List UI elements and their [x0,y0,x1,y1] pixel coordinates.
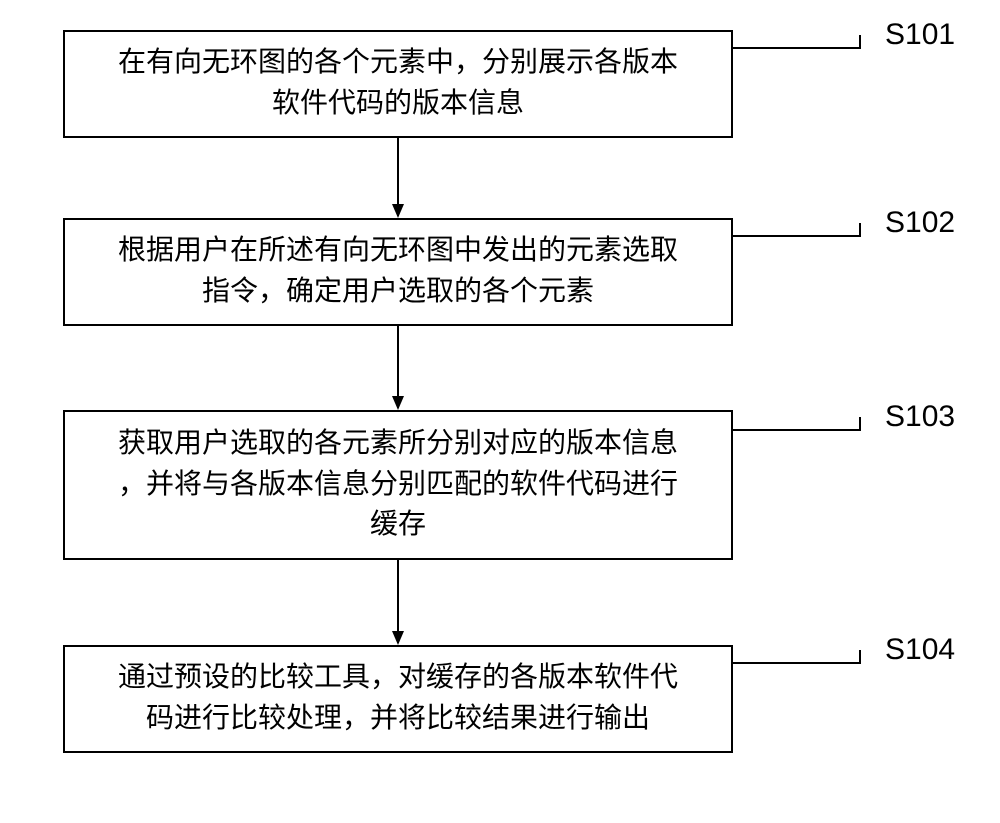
flow-node-s103-text: 获取用户选取的各元素所分别对应的版本信息 ，并将与各版本信息分别匹配的软件代码进… [118,424,678,546]
flow-node-s102: 根据用户在所述有向无环图中发出的元素选取 指令，确定用户选取的各个元素 [63,218,733,326]
flow-node-s103: 获取用户选取的各元素所分别对应的版本信息 ，并将与各版本信息分别匹配的软件代码进… [63,410,733,560]
leader-s103 [733,417,860,430]
leader-s102 [733,223,860,236]
flow-node-s101-text: 在有向无环图的各个元素中，分别展示各版本 软件代码的版本信息 [118,43,678,124]
flow-node-s104: 通过预设的比较工具，对缓存的各版本软件代 码进行比较处理，并将比较结果进行输出 [63,645,733,753]
leader-s101 [733,35,860,48]
flow-node-s104-text: 通过预设的比较工具，对缓存的各版本软件代 码进行比较处理，并将比较结果进行输出 [118,658,678,739]
flow-node-s101: 在有向无环图的各个元素中，分别展示各版本 软件代码的版本信息 [63,30,733,138]
flowchart-canvas: 在有向无环图的各个元素中，分别展示各版本 软件代码的版本信息 S101 根据用户… [0,0,1000,823]
step-label-s104: S104 [885,633,955,667]
step-label-s101: S101 [885,18,955,52]
step-label-s103: S103 [885,400,955,434]
step-label-s102: S102 [885,206,955,240]
flow-node-s102-text: 根据用户在所述有向无环图中发出的元素选取 指令，确定用户选取的各个元素 [118,231,678,312]
leader-s104 [733,650,860,663]
